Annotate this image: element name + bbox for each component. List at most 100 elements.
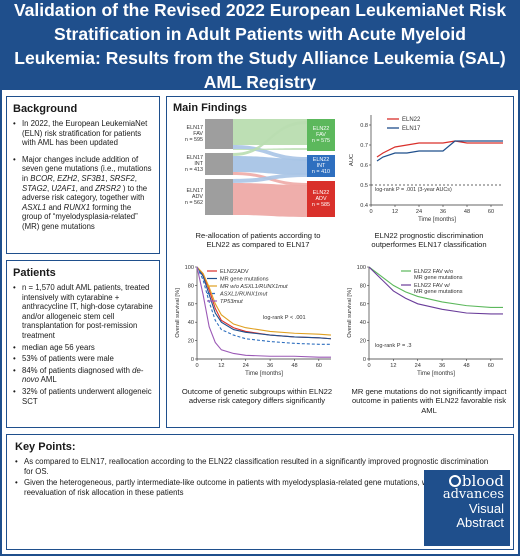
header-banner: Validation of the Revised 2022 European …	[2, 0, 518, 92]
sankey-right-cat: ADV	[315, 196, 326, 202]
sankey-flow	[233, 183, 307, 217]
sankey-left-cat: FAV	[193, 131, 203, 137]
x-tick-label: 12	[392, 209, 398, 215]
x-axis-label: Time [months]	[418, 217, 456, 223]
sankey-left-cat: INT	[194, 161, 203, 167]
main-findings-title: Main Findings	[173, 102, 247, 114]
auc-chart: 0 12 24 36 48 60 0.4 0.5 0.6 0.7 0.8 Time [months] A…	[349, 115, 503, 223]
sankey-right-n: n = 575	[312, 138, 330, 144]
y-tick-label: 0.6	[360, 163, 368, 169]
y-tick-label: 80	[360, 283, 366, 289]
patients-bullet: median age 56 years	[13, 343, 153, 353]
sankey-left-name: ELN17	[187, 188, 203, 194]
km-adverse-caption: Outcome of genetic subgroups within ELN2…	[181, 387, 333, 406]
sankey-right-name: ELN22	[313, 126, 329, 132]
km-series-line	[196, 266, 331, 358]
x-tick-label: 24	[415, 363, 421, 369]
legend-label-cont: MR gene mutations	[414, 289, 463, 295]
patients-bullet: 53% of patients were male	[13, 354, 153, 364]
km-annotation: log-rank P = .3	[375, 343, 411, 349]
y-tick-label: 0.8	[360, 123, 368, 129]
y-tick-label: 0.5	[360, 183, 368, 189]
sankey-flow	[233, 156, 307, 175]
x-tick-label: 36	[440, 209, 446, 215]
background-bullet-1: In 2022, the European LeukemiaNet (ELN) …	[13, 119, 153, 148]
x-axis-label: Time [months]	[245, 371, 283, 377]
km-favorable-chart: 0 12 24 36 48 60 0 20 40 60 80 100 Time [months] Over…	[347, 265, 503, 377]
km-series-line	[196, 266, 332, 336]
y-tick-label: 0.7	[360, 143, 368, 149]
sankey-flow	[233, 121, 307, 156]
sankey-right-node	[307, 119, 335, 151]
patients-panel: Patients n = 1,570 adult AML patients, t…	[6, 260, 160, 428]
y-tick-label: 80	[188, 283, 194, 289]
x-tick-label: 0	[195, 363, 198, 369]
sankey-right-node	[307, 155, 335, 177]
x-tick-label: 60	[488, 209, 494, 215]
sankey-right-n: n = 410	[312, 169, 330, 175]
patients-bullet: n = 1,570 adult AML patients, treated in…	[13, 283, 153, 341]
km-series-line	[196, 266, 332, 340]
y-tick-label: 40	[360, 320, 366, 326]
x-tick-label: 12	[218, 363, 224, 369]
legend-label: ELN22 FAV w/o	[414, 269, 453, 275]
y-tick-label: 0.4	[360, 203, 368, 209]
legend-label: TP53mut	[220, 299, 243, 305]
logo-circle-icon	[448, 475, 461, 487]
km-favorable-caption: MR gene mutations do not significantly i…	[351, 387, 507, 415]
sankey-left-n: n = 562	[185, 200, 203, 206]
x-axis-label: Time [months]	[417, 371, 455, 377]
y-axis-label: Overall survival [%]	[175, 288, 181, 338]
key-point-1: As compared to ELN17, reallocation accor…	[15, 457, 495, 476]
legend-label: MR gene mutations	[220, 277, 269, 283]
legend-label: ELN22ADV	[220, 269, 249, 275]
logo-abstract: Abstract	[456, 515, 504, 530]
legend-label: ASXL1/RUNX1mut	[219, 292, 268, 298]
sankey-left-node	[205, 119, 233, 149]
auc-series-line	[376, 140, 503, 162]
y-tick-label: 20	[188, 339, 194, 345]
legend-label: ELN22 FAV w/	[414, 283, 450, 289]
sankey-caption: Re-allocation of patients according to E…	[195, 231, 321, 250]
logo-blood: blood	[430, 474, 504, 489]
key-points-title: Key Points:	[15, 441, 76, 453]
x-tick-label: 48	[463, 363, 469, 369]
x-tick-label: 12	[390, 363, 396, 369]
y-tick-label: 60	[360, 302, 366, 308]
y-tick-label: 20	[360, 339, 366, 345]
y-tick-label: 40	[188, 320, 194, 326]
sankey-left-node	[205, 153, 233, 175]
background-panel: Background In 2022, the European Leukemi…	[6, 96, 160, 254]
x-tick-label: 0	[369, 209, 372, 215]
sankey-right-n: n = 585	[312, 202, 330, 208]
x-tick-label: 24	[243, 363, 249, 369]
page-title: Validation of the Revised 2022 European …	[13, 0, 507, 92]
x-tick-label: 48	[464, 209, 470, 215]
patients-title: Patients	[13, 267, 56, 279]
sankey-flow	[233, 148, 307, 150]
legend-label-cont: MR gene mutations	[414, 275, 463, 281]
x-tick-label: 48	[291, 363, 297, 369]
main-findings-panel: Main Findings ELN17 FAV n = 595 ELN17 INT n =…	[166, 96, 514, 428]
legend-label: ELN22	[402, 117, 421, 123]
key-point-2: Given the heterogeneous, partly intermed…	[15, 478, 495, 497]
sankey-left-n: n = 413	[185, 167, 203, 173]
y-tick-label: 60	[188, 302, 194, 308]
background-title: Background	[13, 103, 78, 115]
y-axis-label: Overall survival [%]	[347, 288, 353, 338]
auc-annotation: log-rank P = .001 (3-year AUCs)	[375, 187, 452, 193]
x-tick-label: 60	[316, 363, 322, 369]
sankey-left-n: n = 595	[185, 137, 203, 143]
legend-label: ELN17	[402, 126, 421, 132]
sankey-right-name: ELN22	[313, 190, 329, 196]
x-tick-label: 60	[488, 363, 494, 369]
patients-bullet: 32% of patients underwent allogeneic SCT	[13, 387, 153, 406]
blood-advances-logo: blood advances Visual Abstract	[424, 470, 510, 546]
y-tick-label: 0	[191, 357, 194, 363]
y-axis-label: AUC	[349, 154, 355, 166]
sankey-right-node	[307, 181, 335, 217]
km-annotation: log-rank P < .001	[263, 315, 306, 321]
sankey-right-name: ELN22	[313, 157, 329, 163]
y-tick-label: 100	[357, 265, 366, 271]
